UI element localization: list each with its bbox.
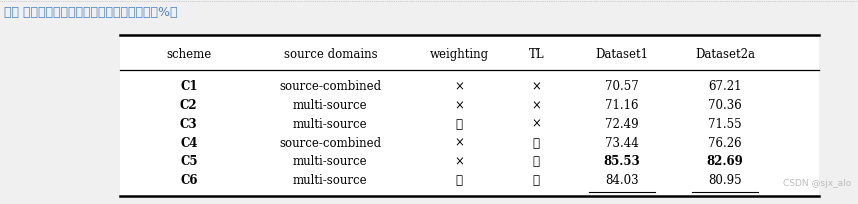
Text: ✓: ✓ — [533, 136, 540, 150]
Text: multi-source: multi-source — [293, 118, 367, 131]
Text: 82.69: 82.69 — [707, 155, 743, 168]
Text: multi-source: multi-source — [293, 155, 367, 168]
Text: CSDN @sjx_alo: CSDN @sjx_alo — [782, 179, 851, 188]
Text: multi-source: multi-source — [293, 174, 367, 187]
Text: C1: C1 — [180, 80, 197, 93]
Text: ✓: ✓ — [533, 174, 540, 187]
Text: ×: × — [454, 155, 464, 168]
Text: source domains: source domains — [283, 48, 378, 61]
Text: 72.49: 72.49 — [605, 118, 639, 131]
Text: C2: C2 — [180, 99, 197, 112]
Text: 70.36: 70.36 — [708, 99, 742, 112]
Text: ×: × — [454, 80, 464, 93]
Text: ✓: ✓ — [533, 155, 540, 168]
Text: ×: × — [454, 99, 464, 112]
Text: scheme: scheme — [166, 48, 211, 61]
Text: ×: × — [531, 99, 541, 112]
Text: 67.21: 67.21 — [708, 80, 742, 93]
Bar — [120, 35, 819, 196]
Text: 73.44: 73.44 — [605, 136, 639, 150]
Text: 80.95: 80.95 — [708, 174, 742, 187]
Text: 76.26: 76.26 — [708, 136, 742, 150]
Text: 85.53: 85.53 — [604, 155, 640, 168]
Text: 84.03: 84.03 — [605, 174, 639, 187]
Text: C5: C5 — [180, 155, 197, 168]
Text: 表五 消融实验的六种实验设置和平均准确率（%）: 表五 消融实验的六种实验设置和平均准确率（%） — [4, 6, 178, 19]
Text: C4: C4 — [180, 136, 197, 150]
Text: Dataset1: Dataset1 — [595, 48, 649, 61]
Text: ×: × — [531, 118, 541, 131]
Text: C3: C3 — [180, 118, 197, 131]
Text: ×: × — [454, 136, 464, 150]
Text: multi-source: multi-source — [293, 99, 367, 112]
Text: weighting: weighting — [430, 48, 488, 61]
Text: ×: × — [531, 80, 541, 93]
Text: ✓: ✓ — [456, 174, 462, 187]
Text: 71.55: 71.55 — [708, 118, 742, 131]
Text: source-combined: source-combined — [279, 136, 382, 150]
Text: 71.16: 71.16 — [605, 99, 639, 112]
Text: source-combined: source-combined — [279, 80, 382, 93]
Text: ✓: ✓ — [456, 118, 462, 131]
Text: TL: TL — [529, 48, 544, 61]
Text: 70.57: 70.57 — [605, 80, 639, 93]
Text: Dataset2a: Dataset2a — [695, 48, 755, 61]
Text: C6: C6 — [180, 174, 197, 187]
